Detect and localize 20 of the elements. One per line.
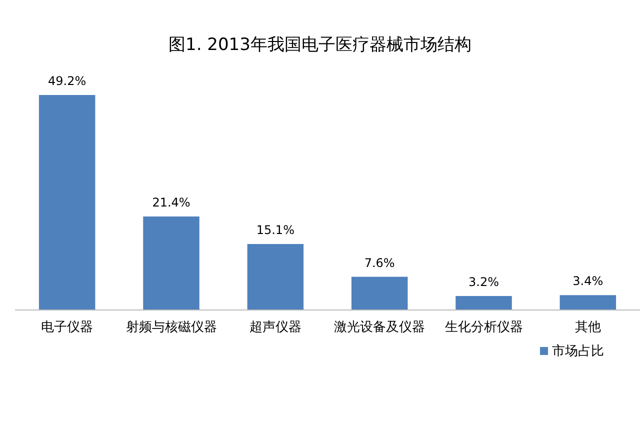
data-label: 15.1% [256,223,294,238]
bar [560,295,616,310]
legend-label: 市场占比 [552,344,604,359]
bar [38,95,96,310]
bar [143,216,200,310]
x-tick-label: 射频与核磁仪器 [126,320,217,336]
x-tick-label: 其他 [574,320,601,336]
x-tick-label: 超声仪器 [249,320,302,336]
data-label: 3.4% [572,274,604,288]
x-tick-label: 生化分析仪器 [444,320,523,336]
bar [456,296,512,310]
x-tick-label: 激光设备及仪器 [334,320,426,336]
data-label: 49.2% [48,74,86,88]
bar [247,244,304,310]
x-tick-label: 电子仪器 [41,320,94,336]
bar [351,276,408,310]
data-label: 7.6% [364,256,395,270]
data-label: 3.2% [468,275,499,290]
chart-title: 图1. 2013年我国电子医疗器械市场结构 [168,35,472,55]
data-label: 21.4% [152,195,190,210]
